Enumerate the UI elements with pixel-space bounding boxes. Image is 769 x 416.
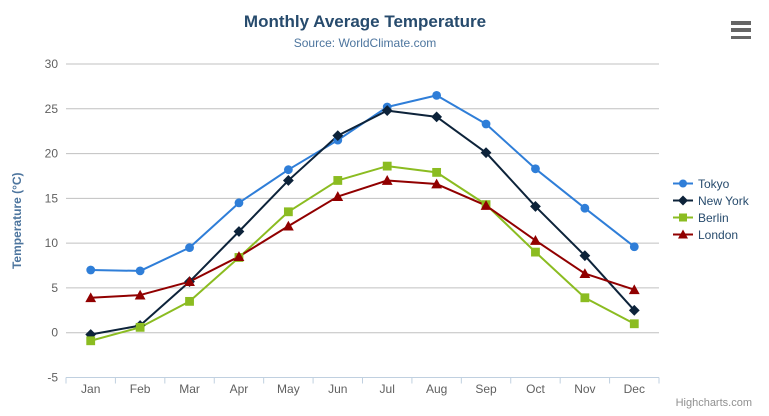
data-point-new-york[interactable] — [480, 147, 492, 159]
diamond-marker-icon — [673, 195, 693, 206]
legend-item-london[interactable]: London — [673, 226, 749, 243]
legend-label: New York — [698, 193, 749, 208]
data-point-tokyo[interactable] — [283, 165, 293, 175]
x-axis-label: Jul — [380, 382, 395, 396]
x-axis-label: Mar — [179, 382, 200, 396]
data-point-london[interactable] — [530, 235, 541, 245]
y-axis-label: 25 — [45, 102, 59, 116]
x-axis-label: May — [277, 382, 300, 396]
data-point-new-york[interactable] — [332, 130, 344, 142]
legend: Tokyo New York Berlin London — [673, 175, 749, 243]
data-point-new-york[interactable] — [431, 111, 443, 123]
x-axis-label: Feb — [130, 382, 151, 396]
series-line-london — [89, 179, 636, 299]
triangle-marker-icon — [673, 229, 693, 239]
data-point-london[interactable] — [480, 200, 492, 210]
data-point-london[interactable] — [282, 220, 294, 231]
x-axis-label: Apr — [230, 382, 249, 396]
data-point-berlin[interactable] — [629, 319, 639, 329]
data-point-new-york[interactable] — [381, 105, 393, 116]
legend-label: London — [698, 227, 739, 242]
series-line-tokyo — [89, 94, 636, 272]
context-menu-button[interactable] — [729, 21, 753, 39]
y-axis-label: 15 — [45, 191, 59, 205]
y-axis-label: 20 — [45, 147, 59, 161]
data-point-new-york[interactable] — [628, 304, 640, 316]
data-point-tokyo[interactable] — [432, 90, 442, 100]
data-point-tokyo[interactable] — [629, 242, 639, 252]
legend-item-new-york[interactable]: New York — [673, 192, 749, 209]
legend-label: Berlin — [698, 210, 729, 225]
data-point-berlin[interactable] — [135, 322, 145, 332]
data-point-london[interactable] — [431, 178, 443, 189]
data-point-berlin[interactable] — [531, 247, 540, 257]
data-point-london[interactable] — [85, 292, 97, 303]
data-point-berlin[interactable] — [382, 161, 392, 171]
y-axis-label: 0 — [51, 326, 58, 340]
data-point-new-york[interactable] — [282, 175, 294, 186]
legend-item-tokyo[interactable]: Tokyo — [673, 175, 749, 192]
data-point-london[interactable] — [332, 191, 344, 201]
data-point-london[interactable] — [184, 276, 195, 287]
data-point-berlin[interactable] — [432, 167, 442, 177]
chart-title: Monthly Average Temperature — [243, 12, 487, 31]
chart-subtitle: Source: WorldClimate.com — [293, 36, 437, 50]
data-point-berlin[interactable] — [580, 293, 590, 303]
square-marker-icon — [673, 213, 693, 222]
x-axis-label: Jun — [328, 382, 347, 396]
circle-marker-icon — [673, 179, 693, 188]
data-point-london[interactable] — [233, 251, 245, 261]
series-line-new-york — [89, 109, 636, 336]
data-point-new-york[interactable] — [530, 201, 541, 212]
hamburger-icon — [731, 21, 751, 25]
data-point-tokyo[interactable] — [185, 243, 194, 253]
x-axis-label: Sep — [475, 382, 497, 396]
data-point-london[interactable] — [579, 268, 591, 278]
data-point-tokyo[interactable] — [86, 265, 96, 275]
data-point-tokyo[interactable] — [234, 198, 244, 208]
data-point-tokyo[interactable] — [135, 266, 145, 276]
x-axis-label: Dec — [624, 382, 645, 396]
x-axis-label: Jan — [81, 382, 100, 396]
data-point-london[interactable] — [381, 175, 393, 185]
data-point-berlin[interactable] — [333, 176, 343, 185]
y-axis-label: -5 — [47, 371, 58, 385]
series-line-berlin — [89, 165, 636, 342]
y-axis-label: 30 — [45, 57, 59, 71]
data-point-berlin[interactable] — [86, 336, 96, 346]
x-axis-label: Nov — [574, 382, 595, 396]
data-point-london[interactable] — [628, 284, 640, 295]
data-point-tokyo[interactable] — [580, 203, 590, 213]
y-axis-label: 10 — [45, 236, 59, 250]
data-point-new-york[interactable] — [233, 226, 245, 237]
credits-link[interactable]: Highcharts.com — [675, 397, 752, 409]
y-axis-label: 5 — [51, 281, 58, 295]
data-point-tokyo[interactable] — [531, 164, 540, 174]
data-point-berlin[interactable] — [185, 296, 194, 306]
data-point-tokyo[interactable] — [481, 119, 491, 129]
legend-item-berlin[interactable]: Berlin — [673, 209, 749, 226]
data-point-new-york[interactable] — [579, 250, 591, 262]
x-axis-label: Oct — [526, 382, 545, 396]
data-point-berlin[interactable] — [283, 207, 293, 217]
x-axis-label: Aug — [426, 382, 447, 396]
data-point-london[interactable] — [134, 289, 146, 300]
y-axis-title: Temperature (°C) — [10, 172, 24, 269]
legend-label: Tokyo — [698, 176, 730, 191]
